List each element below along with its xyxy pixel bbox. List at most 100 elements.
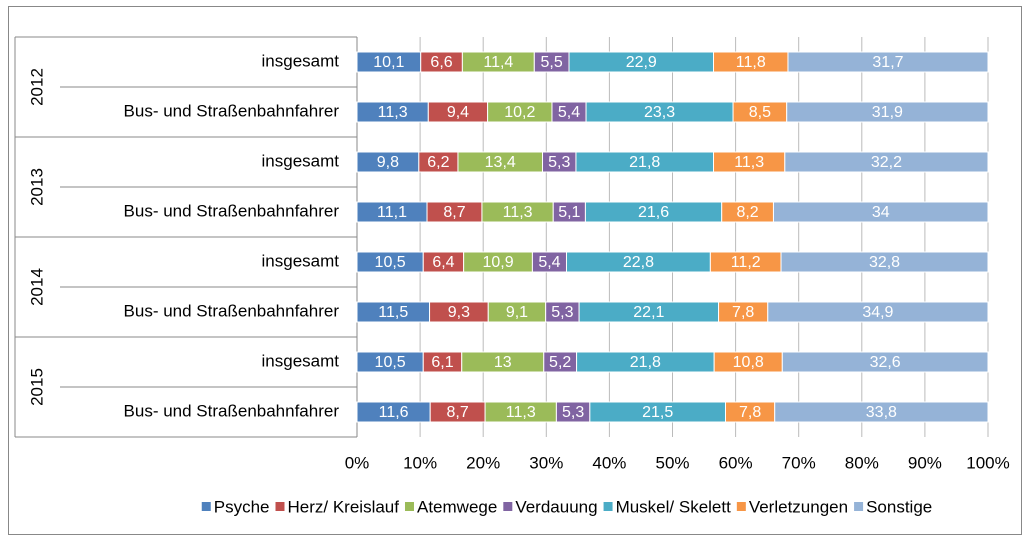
value-label: 21,5 xyxy=(642,404,673,421)
value-label: 6,4 xyxy=(432,254,454,271)
x-tick-label: 70% xyxy=(782,453,816,472)
legend-swatch xyxy=(603,502,613,511)
category-label: Bus- und Straßenbahnfahrer xyxy=(124,201,340,220)
value-label: 34,9 xyxy=(862,304,893,321)
legend-label: Sonstige xyxy=(866,497,932,516)
value-label: 11,3 xyxy=(503,204,533,221)
value-label: 8,7 xyxy=(443,204,465,221)
legend-label: Verletzungen xyxy=(749,497,848,516)
bar-segment xyxy=(767,301,989,323)
bar-segment xyxy=(780,251,989,273)
group-label: 2015 xyxy=(27,368,46,406)
value-label: 11,8 xyxy=(736,54,766,71)
value-label: 10,9 xyxy=(482,254,513,271)
value-label: 5,5 xyxy=(541,54,563,71)
value-label: 11,3 xyxy=(378,104,408,121)
value-label: 11,6 xyxy=(379,404,409,421)
value-label: 22,1 xyxy=(633,304,664,321)
value-label: 5,3 xyxy=(562,404,584,421)
group-label: 2014 xyxy=(27,268,46,306)
bar-segment xyxy=(784,151,989,173)
legend-label: Muskel/ Skelett xyxy=(616,497,732,516)
category-label: Bus- und Straßenbahnfahrer xyxy=(124,401,340,420)
x-tick-label: 30% xyxy=(529,453,563,472)
value-label: 10,8 xyxy=(733,354,764,371)
x-tick-label: 10% xyxy=(403,453,437,472)
value-label: 33,8 xyxy=(866,404,897,421)
value-label: 23,3 xyxy=(644,104,675,121)
value-label: 11,5 xyxy=(378,304,408,321)
bar-segment xyxy=(787,51,989,73)
bar-segment xyxy=(781,351,989,373)
value-label: 32,6 xyxy=(870,354,901,371)
value-label: 10,5 xyxy=(375,254,406,271)
value-label: 5,4 xyxy=(538,254,560,271)
value-label: 11,2 xyxy=(731,254,761,271)
value-label: 6,2 xyxy=(427,154,449,171)
legend-swatch xyxy=(736,502,746,511)
value-label: 10,2 xyxy=(504,104,535,121)
value-label: 13 xyxy=(494,354,512,371)
value-label: 11,3 xyxy=(734,154,764,171)
x-tick-label: 20% xyxy=(466,453,500,472)
value-label: 22,8 xyxy=(623,254,654,271)
bar-segment xyxy=(772,201,989,223)
x-tick-label: 60% xyxy=(719,453,753,472)
value-label: 5,3 xyxy=(551,304,573,321)
value-label: 11,1 xyxy=(377,204,407,221)
bar-segment xyxy=(786,101,989,123)
value-label: 9,8 xyxy=(377,154,399,171)
value-label: 34 xyxy=(872,204,890,221)
value-label: 7,8 xyxy=(732,304,754,321)
value-label: 11,3 xyxy=(506,404,536,421)
value-label: 6,1 xyxy=(431,354,453,371)
legend-swatch xyxy=(854,502,864,511)
legend-swatch xyxy=(503,502,513,511)
value-label: 21,8 xyxy=(629,154,660,171)
value-label: 5,2 xyxy=(549,354,571,371)
category-label: insgesamt xyxy=(262,251,340,270)
x-tick-label: 90% xyxy=(908,453,942,472)
value-label: 9,3 xyxy=(448,304,470,321)
x-tick-label: 80% xyxy=(845,453,879,472)
bar-segment xyxy=(774,401,989,423)
legend-swatch xyxy=(275,502,285,511)
group-label: 2013 xyxy=(27,168,46,206)
x-tick-label: 50% xyxy=(655,453,689,472)
value-label: 9,1 xyxy=(506,304,528,321)
group-label: 2012 xyxy=(27,68,46,106)
legend-swatch xyxy=(404,502,414,511)
value-label: 21,8 xyxy=(630,354,661,371)
value-label: 21,6 xyxy=(638,204,669,221)
x-tick-label: 0% xyxy=(345,453,370,472)
value-label: 32,2 xyxy=(871,154,902,171)
x-tick-label: 100% xyxy=(966,453,1009,472)
category-label: insgesamt xyxy=(262,51,340,70)
value-label: 13,4 xyxy=(485,154,516,171)
value-label: 8,7 xyxy=(447,404,469,421)
value-label: 6,6 xyxy=(430,54,452,71)
category-label: Bus- und Straßenbahnfahrer xyxy=(124,301,340,320)
value-label: 5,1 xyxy=(558,204,580,221)
value-label: 7,8 xyxy=(739,404,761,421)
value-label: 8,2 xyxy=(736,204,758,221)
legend-label: Psyche xyxy=(214,497,270,516)
category-label: Bus- und Straßenbahnfahrer xyxy=(124,101,340,120)
category-label: insgesamt xyxy=(262,151,340,170)
legend-swatch xyxy=(201,502,211,511)
category-label: insgesamt xyxy=(262,351,340,370)
value-label: 8,5 xyxy=(749,104,771,121)
value-label: 31,7 xyxy=(872,54,903,71)
x-tick-label: 40% xyxy=(592,453,626,472)
legend-label: Herz/ Kreislauf xyxy=(288,497,400,516)
value-label: 5,4 xyxy=(558,104,580,121)
value-label: 10,1 xyxy=(373,54,404,71)
value-label: 5,3 xyxy=(548,154,570,171)
value-label: 10,5 xyxy=(375,354,406,371)
value-label: 32,8 xyxy=(869,254,900,271)
value-label: 11,4 xyxy=(483,54,513,71)
value-label: 9,4 xyxy=(447,104,469,121)
value-label: 31,9 xyxy=(872,104,903,121)
legend-label: Atemwege xyxy=(417,497,497,516)
